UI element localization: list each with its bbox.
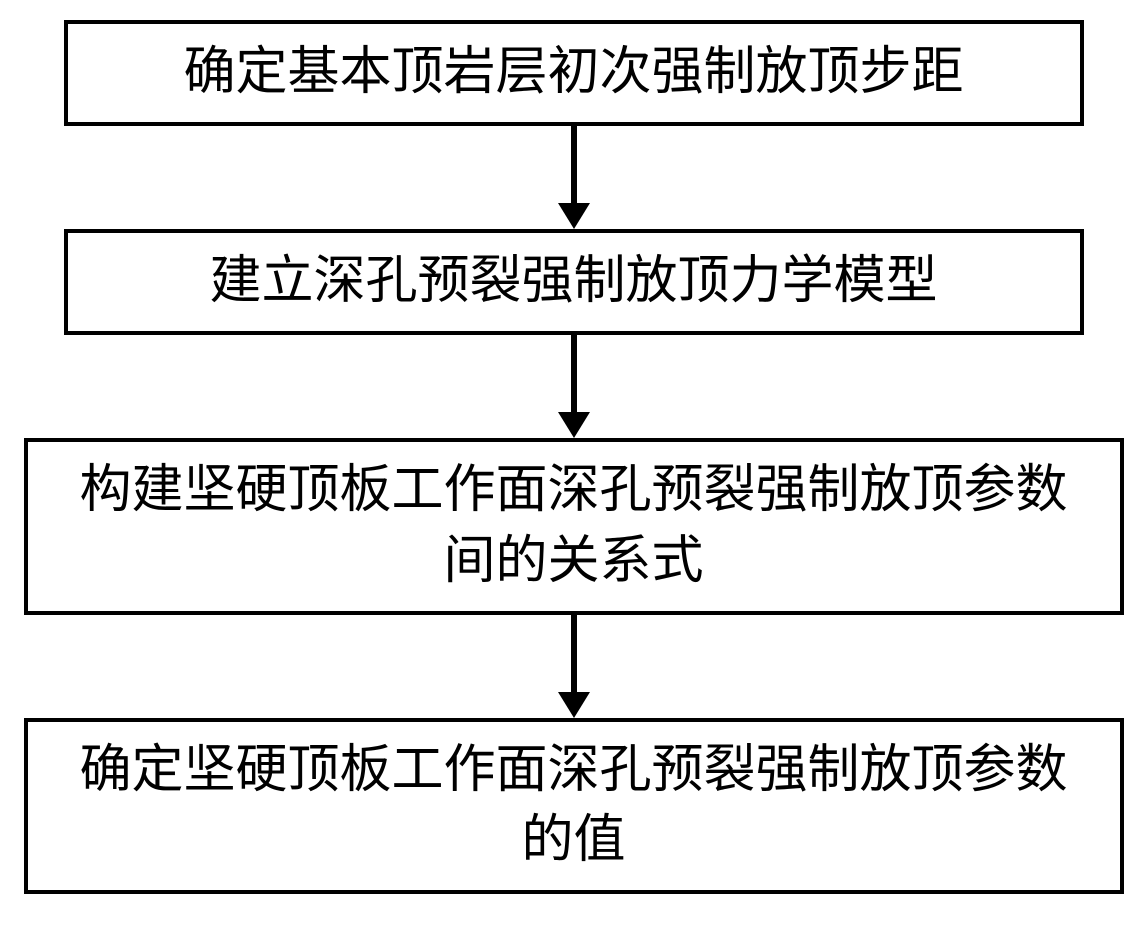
step-1-text: 确定基本顶岩层初次强制放顶步距 (183, 38, 963, 108)
arrow-3-4 (558, 615, 590, 718)
flowchart-step-1: 确定基本顶岩层初次强制放顶步距 (64, 20, 1084, 126)
flowchart-step-3: 构建坚硬顶板工作面深孔预裂强制放顶参数间的关系式 (24, 438, 1124, 614)
arrow-head-icon (558, 203, 590, 229)
arrow-shaft (571, 335, 577, 413)
flowchart-container: 确定基本顶岩层初次强制放顶步距 建立深孔预裂强制放顶力学模型 构建坚硬顶板工作面… (0, 0, 1147, 894)
arrow-head-icon (558, 692, 590, 718)
arrow-1-2 (558, 126, 590, 229)
arrow-head-icon (558, 412, 590, 438)
step-2-text: 建立深孔预裂强制放顶力学模型 (209, 247, 937, 317)
step-4-text: 确定坚硬顶板工作面深孔预裂强制放顶参数的值 (58, 736, 1090, 876)
arrow-2-3 (558, 335, 590, 438)
flowchart-step-2: 建立深孔预裂强制放顶力学模型 (64, 229, 1084, 335)
arrow-shaft (571, 615, 577, 693)
arrow-shaft (571, 126, 577, 204)
flowchart-step-4: 确定坚硬顶板工作面深孔预裂强制放顶参数的值 (24, 718, 1124, 894)
step-3-text: 构建坚硬顶板工作面深孔预裂强制放顶参数间的关系式 (58, 456, 1090, 596)
